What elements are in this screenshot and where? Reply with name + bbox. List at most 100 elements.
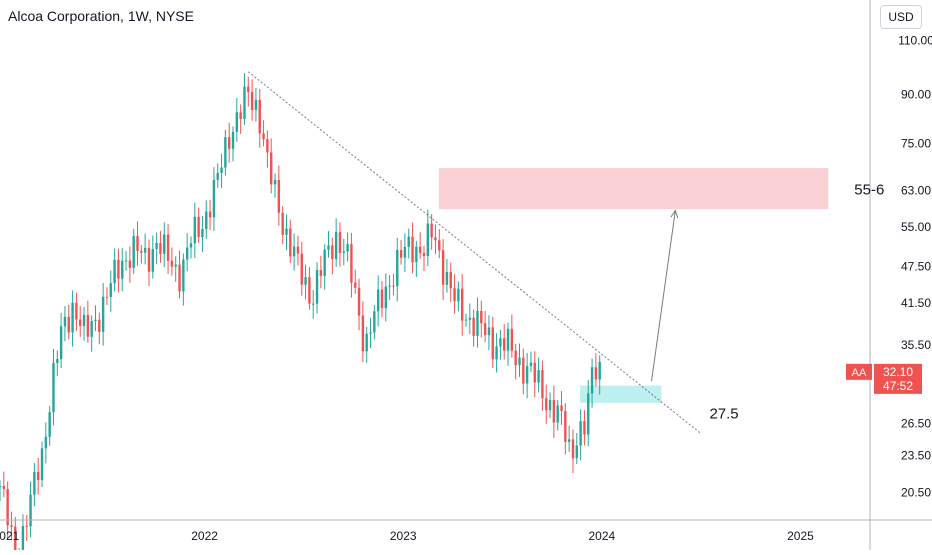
candle-body — [33, 471, 36, 495]
y-tick-label: 75.00 — [901, 137, 931, 151]
candle-body — [2, 485, 6, 490]
candle-body — [277, 180, 281, 213]
candle-body — [537, 370, 540, 383]
candle-body — [407, 236, 410, 247]
candle-body — [113, 259, 116, 284]
candle-body — [438, 240, 441, 251]
candle-body — [201, 228, 204, 237]
candle-body — [182, 259, 185, 292]
candle-body — [411, 236, 414, 263]
candle-body — [583, 421, 586, 435]
currency-button[interactable]: USD — [880, 5, 922, 29]
candle-body — [334, 232, 338, 260]
candle-body — [147, 247, 151, 272]
candle-body — [491, 327, 494, 360]
candle-body — [205, 211, 208, 229]
candle-body — [503, 338, 506, 351]
candle-body — [258, 99, 261, 134]
candle-body — [449, 271, 452, 289]
candle-body — [441, 250, 445, 285]
candle-body — [468, 317, 472, 320]
target-zone — [438, 168, 829, 210]
candle-body — [174, 264, 177, 267]
candle-body — [143, 247, 147, 253]
candle-body — [0, 485, 2, 487]
ticker-badge-label: AA — [852, 367, 867, 379]
candle-body — [464, 319, 468, 321]
candle-body — [117, 259, 120, 279]
candle-body — [197, 216, 200, 237]
candle-body — [499, 338, 502, 347]
candle-body — [86, 315, 90, 337]
candle-body — [418, 246, 422, 253]
candle-body — [212, 179, 216, 218]
drawings-layer — [247, 71, 702, 435]
candle-body — [109, 283, 112, 297]
candle-body — [166, 234, 170, 261]
candle-body — [285, 228, 288, 235]
chart-title: Alcoa Corporation, 1W, NYSE — [8, 8, 194, 24]
candle-body — [323, 249, 326, 276]
candle-body — [281, 212, 284, 235]
candle-body — [312, 303, 315, 305]
candle-body — [59, 326, 63, 360]
candle-body — [132, 235, 135, 268]
candle-body — [430, 223, 433, 238]
candle-body — [21, 526, 25, 555]
candle-body — [594, 367, 598, 380]
candle-body — [426, 223, 430, 257]
y-tick-label: 47.50 — [901, 259, 931, 273]
candle-body — [445, 271, 449, 285]
candle-body — [292, 246, 296, 257]
x-tick-label: 2024 — [588, 529, 615, 543]
candle-body — [518, 357, 521, 366]
candle-body — [14, 526, 17, 555]
y-tick-label: 35.50 — [901, 338, 931, 352]
candle-body — [29, 494, 32, 527]
candle-body — [480, 310, 483, 324]
candle-body — [189, 243, 193, 248]
candle-body — [304, 277, 307, 285]
candle-body — [514, 350, 517, 366]
candle-body — [506, 328, 510, 351]
candle-body — [82, 315, 86, 326]
candle-body — [163, 234, 166, 254]
candle-body — [254, 99, 258, 110]
price-badge — [874, 363, 922, 394]
candle-body — [40, 448, 44, 481]
candle-body — [67, 316, 70, 333]
candle-body — [296, 246, 300, 254]
y-tick-label: 90.00 — [901, 88, 931, 102]
candle-body — [44, 436, 48, 449]
candle-body — [403, 246, 407, 258]
x-tick-label: 2025 — [787, 529, 814, 543]
candle-body — [262, 133, 265, 140]
candle-body — [331, 245, 334, 260]
candle-body — [227, 137, 231, 149]
candle-body — [415, 246, 418, 263]
candle-body — [6, 489, 9, 526]
candle-body — [208, 211, 212, 218]
candle-body — [231, 131, 235, 149]
candle-body — [587, 393, 590, 435]
candle-body — [533, 362, 536, 383]
candle-body — [472, 317, 475, 336]
candle-body — [101, 296, 105, 332]
candle-body — [354, 282, 357, 288]
price-badge-countdown: 47:52 — [883, 379, 913, 393]
candle-body — [319, 270, 323, 276]
candle-body — [63, 316, 67, 327]
candle-body — [170, 260, 174, 267]
candle-body — [579, 421, 582, 446]
candle-body — [495, 346, 498, 360]
candle-body — [308, 277, 311, 304]
candle-body — [556, 405, 559, 423]
candle-body — [376, 289, 380, 312]
candle-body — [434, 237, 437, 241]
candle-body — [552, 399, 556, 423]
y-tick-label: 110.00 — [898, 34, 932, 48]
candle-body — [545, 398, 548, 411]
